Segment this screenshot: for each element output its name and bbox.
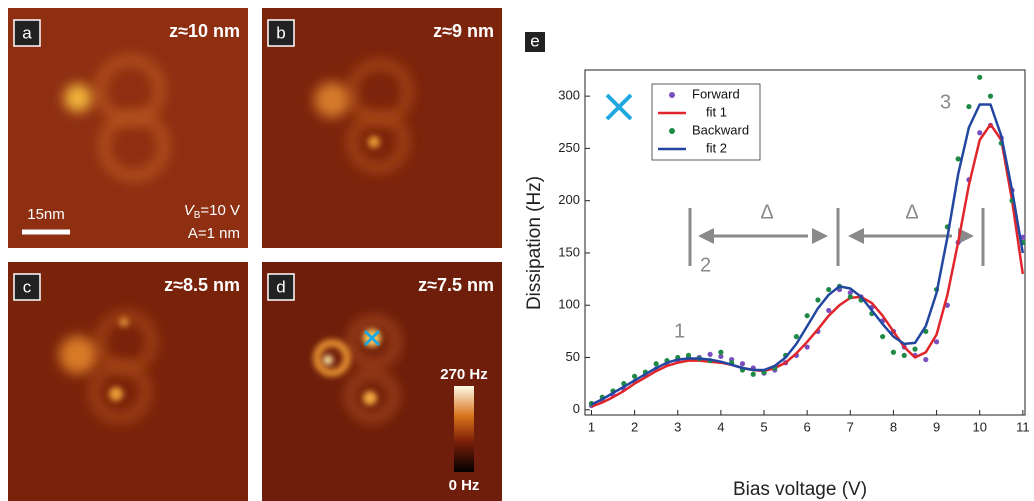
x-tick-label: 4 [717, 419, 724, 434]
data-point [966, 103, 972, 110]
legend-label: fit 1 [706, 104, 727, 119]
data-point [955, 156, 961, 162]
panel-c: c z≈8.5 nm [8, 262, 248, 501]
x-tick-label: 9 [933, 419, 940, 434]
legend: Forward fit 1 Backward fit 2 [651, 83, 761, 161]
panel-a: a z≈10 nm 15nm VB=10 V A=1 nm [8, 8, 248, 248]
legend-label: fit 2 [706, 140, 727, 155]
panel-label: a [22, 23, 32, 42]
data-point [718, 349, 724, 355]
data-point [793, 333, 799, 340]
data-point [880, 333, 886, 340]
panel-title: z≈9 nm [433, 21, 494, 41]
peak-label: 2 [700, 254, 711, 276]
panel-label-box [525, 32, 545, 52]
delta-label: Δ [760, 201, 773, 223]
y-tick-label: 150 [558, 244, 580, 259]
amplitude-note: A=1 nm [188, 225, 240, 242]
x-tick-label: 3 [674, 419, 681, 434]
bias-sub: B [194, 210, 201, 221]
bias-rest: =10 V [200, 202, 240, 219]
fit-line [590, 103, 1025, 406]
data-point [901, 352, 907, 359]
data-point [847, 290, 853, 296]
data-point [707, 351, 713, 357]
fit-line [591, 123, 1025, 408]
x-tick-label: 11 [1016, 419, 1030, 434]
data-point [739, 361, 746, 367]
data-point [750, 371, 756, 377]
panel-title: z≈8.5 nm [164, 275, 240, 295]
colorbar [454, 386, 474, 472]
panel-label: d [276, 277, 285, 296]
y-tick-label: 50 [566, 349, 580, 364]
panel-b: b z≈9 nm [262, 8, 502, 248]
colorbar-min: 0 Hz [449, 477, 480, 494]
x-tick-label: 10 [972, 419, 986, 434]
y-tick-label: 300 [558, 88, 580, 103]
data-point [718, 353, 724, 360]
data-point [804, 313, 810, 319]
y-tick-label: 100 [558, 297, 580, 312]
panel-title: z≈10 nm [169, 21, 240, 41]
peak-label: 1 [674, 320, 685, 342]
position-marker [605, 93, 633, 121]
legend-swatch [669, 128, 675, 134]
delta-arrows [688, 208, 985, 266]
data-point [923, 356, 929, 363]
bias-symbol: V [184, 202, 196, 219]
data-point [826, 307, 832, 314]
data-point [815, 297, 821, 303]
panel-label: e [530, 31, 539, 50]
x-tick-label: 5 [760, 419, 767, 434]
x-tick-label: 1 [588, 419, 595, 434]
plot-area: 1 2 3 4 5 6 7 8 9 10 11 0 50 100 150 200 250 300 [558, 74, 1030, 434]
x-tick-label: 7 [847, 419, 854, 434]
panel-title: z≈7.5 nm [418, 275, 494, 295]
scale-bar-label: 15nm [27, 206, 65, 223]
peak-label: 3 [940, 91, 951, 113]
data-point [685, 352, 692, 359]
colorbar-max: 270 Hz [440, 366, 488, 383]
data-point [632, 373, 638, 379]
data-point [890, 349, 897, 355]
data-point [977, 74, 983, 80]
panel-label: b [276, 23, 285, 42]
y-axis-label: Dissipation (Hz) [524, 176, 545, 310]
delta-label: Δ [905, 201, 918, 223]
data-point [826, 286, 832, 293]
data-point [847, 294, 853, 300]
data-point [804, 344, 810, 350]
panel-d: d z≈7.5 nm 270 Hz 0 Hz [262, 262, 502, 501]
panel-label: c [23, 277, 32, 296]
legend-swatch [669, 92, 675, 98]
data-point [653, 361, 659, 367]
x-axis-label: Bias voltage (V) [733, 479, 867, 500]
data-point [977, 130, 983, 136]
data-point [912, 346, 918, 352]
bias-note: VB=10 V [184, 202, 240, 221]
y-tick-label: 200 [558, 192, 580, 207]
y-tick-label: 250 [558, 140, 580, 155]
data-point [933, 339, 940, 345]
y-tick-label: 0 [573, 401, 580, 416]
x-tick-label: 2 [631, 419, 638, 434]
x-tick-label: 6 [804, 419, 811, 434]
x-tick-label: 8 [890, 419, 897, 434]
data-point [987, 93, 994, 99]
legend-label: Backward [692, 122, 749, 137]
legend-label: Forward [692, 86, 740, 101]
